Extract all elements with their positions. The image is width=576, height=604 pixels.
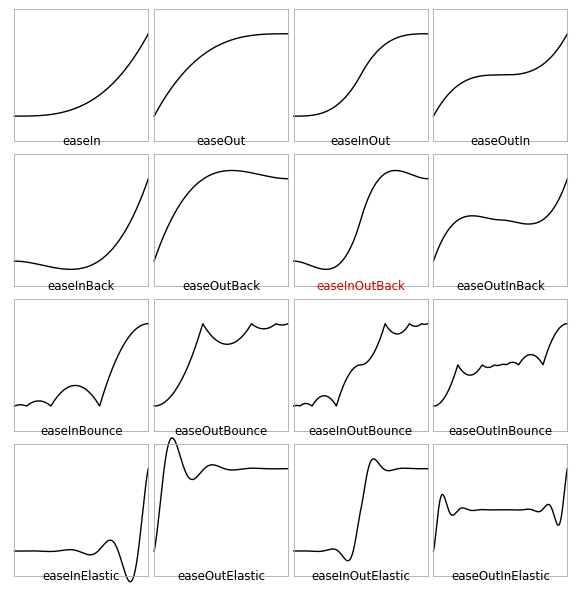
Text: easeOut: easeOut	[196, 135, 246, 148]
Text: easeOutInBounce: easeOutInBounce	[448, 425, 552, 438]
Text: easeOutBounce: easeOutBounce	[175, 425, 268, 438]
Text: easeOutInElastic: easeOutInElastic	[451, 570, 550, 583]
Text: easeInBack: easeInBack	[48, 280, 115, 293]
Text: easeInOutBounce: easeInOutBounce	[309, 425, 413, 438]
Text: easeInOutBack: easeInOutBack	[316, 280, 405, 293]
Text: easeInBounce: easeInBounce	[40, 425, 123, 438]
Text: easeIn: easeIn	[62, 135, 101, 148]
Text: easeOutInBack: easeOutInBack	[456, 280, 545, 293]
Text: easeInOut: easeInOut	[331, 135, 391, 148]
Text: easeOutElastic: easeOutElastic	[177, 570, 265, 583]
Text: easeInElastic: easeInElastic	[43, 570, 120, 583]
Text: easeOutIn: easeOutIn	[470, 135, 530, 148]
Text: easeOutBack: easeOutBack	[182, 280, 260, 293]
Text: easeInOutElastic: easeInOutElastic	[311, 570, 410, 583]
